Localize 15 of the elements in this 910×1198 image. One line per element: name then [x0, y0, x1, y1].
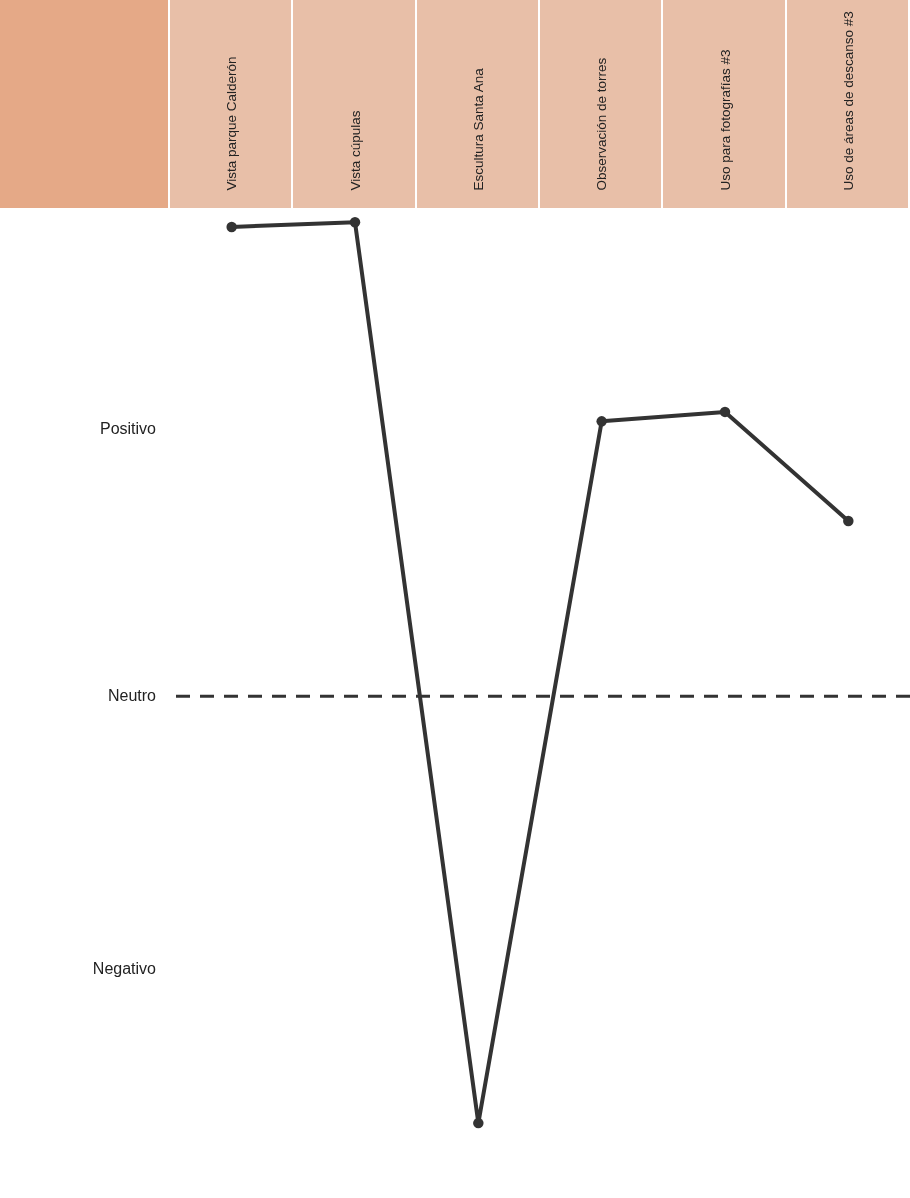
- point: [473, 1117, 484, 1129]
- point: [719, 406, 731, 418]
- point: [226, 221, 237, 233]
- x-tick-label: Uso de áreas de descanso #3: [840, 11, 856, 191]
- point: [349, 216, 361, 228]
- ref-line-label: Neutro: [107, 687, 157, 705]
- x-tick-label: Observación de torres: [594, 57, 610, 191]
- text: Negativo: [92, 960, 157, 978]
- x-tick-label: Uso para fotografías #3: [717, 49, 733, 191]
- x-tick-label: Vista parque Calderón: [224, 56, 240, 191]
- point: [843, 515, 854, 527]
- x-tick-label: Vista cúpulas: [347, 110, 363, 191]
- text: Positivo: [99, 419, 157, 437]
- x-tick-label: Escultura Santa Ana: [470, 67, 486, 191]
- point: [596, 416, 607, 427]
